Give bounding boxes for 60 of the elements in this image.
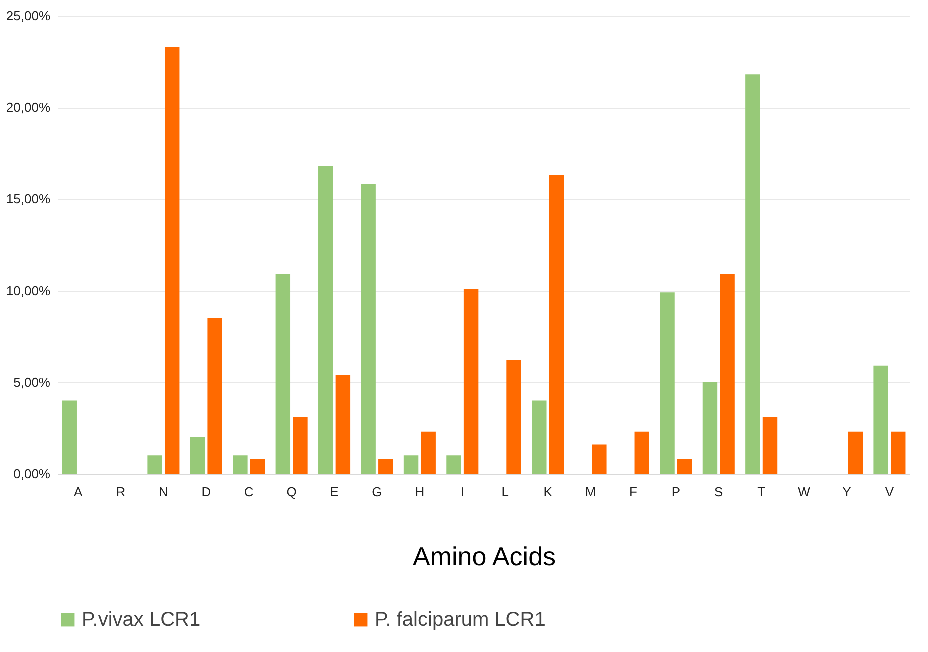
bar — [250, 459, 266, 474]
x-tick-label: H — [415, 484, 425, 500]
bar — [208, 318, 222, 474]
x-tick-label: W — [798, 484, 812, 500]
bar — [702, 382, 718, 474]
bar — [592, 444, 607, 474]
y-tick-label: 20,00% — [6, 100, 51, 116]
bar — [874, 366, 888, 474]
bar — [421, 432, 436, 474]
bar — [677, 459, 692, 474]
bar — [446, 456, 462, 474]
bar — [276, 274, 291, 474]
bar — [464, 288, 479, 474]
bar — [848, 432, 864, 474]
x-tick-label: D — [202, 484, 212, 500]
y-tick-label: 5,00% — [14, 374, 51, 390]
bar — [746, 74, 760, 474]
x-tick-label: F — [629, 484, 638, 500]
bar — [165, 47, 180, 474]
legend-label: P. falciparum LCR1 — [375, 609, 546, 631]
bar — [891, 432, 906, 474]
x-tick-label: Q — [286, 484, 297, 500]
bar — [190, 437, 206, 474]
x-tick-label: C — [244, 484, 254, 500]
x-tick-label: L — [502, 484, 509, 500]
x-tick-label: I — [460, 484, 464, 500]
x-tick-label: E — [330, 484, 340, 500]
x-tick-label: S — [714, 484, 724, 500]
y-tick-label: 0,00% — [14, 466, 51, 482]
bar — [634, 432, 650, 474]
bar — [318, 166, 334, 474]
bar — [506, 360, 522, 474]
bar — [336, 375, 351, 474]
bar — [361, 184, 376, 474]
x-tick-label: T — [758, 484, 766, 500]
bar — [762, 417, 778, 474]
bar — [532, 400, 547, 474]
bar — [378, 459, 394, 474]
bar — [549, 175, 564, 474]
x-tick-label: V — [885, 484, 894, 500]
bar — [233, 456, 248, 474]
y-tick-label: 10,00% — [6, 283, 51, 298]
x-tick-label: Y — [842, 484, 852, 500]
bar — [660, 292, 675, 474]
bar — [720, 274, 735, 474]
x-tick-label: P — [672, 484, 681, 500]
y-tick-label: 25,00% — [6, 8, 51, 24]
legend-label: P.vivax LCR1 — [82, 609, 201, 631]
x-tick-label: N — [159, 484, 168, 500]
bar — [148, 456, 162, 474]
bar — [404, 456, 419, 474]
x-tick-label: R — [116, 484, 126, 500]
x-tick-label: M — [585, 484, 596, 500]
x-tick-label: K — [544, 484, 553, 500]
x-axis-title: Amino Acids — [412, 542, 556, 572]
x-tick-label: G — [372, 484, 382, 500]
bar — [62, 400, 77, 474]
y-tick-label: 15,00% — [6, 192, 51, 207]
x-tick-label: A — [74, 484, 83, 500]
bar — [293, 417, 308, 474]
